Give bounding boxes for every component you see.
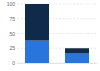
bar-segment: [65, 48, 89, 53]
y-axis-line: [17, 5, 18, 64]
x-axis: [18, 63, 98, 65]
bar-segment: [65, 54, 89, 63]
grid: [17, 4, 97, 63]
x-axis-line: [18, 63, 98, 64]
y-tick-label: 25: [9, 45, 15, 51]
chart: 0 25 50 75 100: [0, 0, 100, 71]
y-tick-label: 100: [7, 1, 16, 7]
y-tick: 25: [9, 45, 17, 51]
y-axis: 0 25 50 75 100: [7, 1, 18, 66]
y-tick: 75: [9, 16, 17, 22]
plot: 0 25 50 75 100: [7, 1, 98, 66]
bar-segment: [25, 4, 49, 41]
bars: [25, 4, 89, 63]
y-tick: 100: [7, 1, 17, 7]
bar-segment: [25, 41, 49, 63]
y-tick-label: 75: [9, 16, 15, 22]
y-tick-label: 0: [12, 60, 15, 66]
y-tick: 50: [9, 31, 17, 37]
y-tick: 0: [12, 60, 17, 66]
y-tick-label: 50: [9, 31, 15, 37]
